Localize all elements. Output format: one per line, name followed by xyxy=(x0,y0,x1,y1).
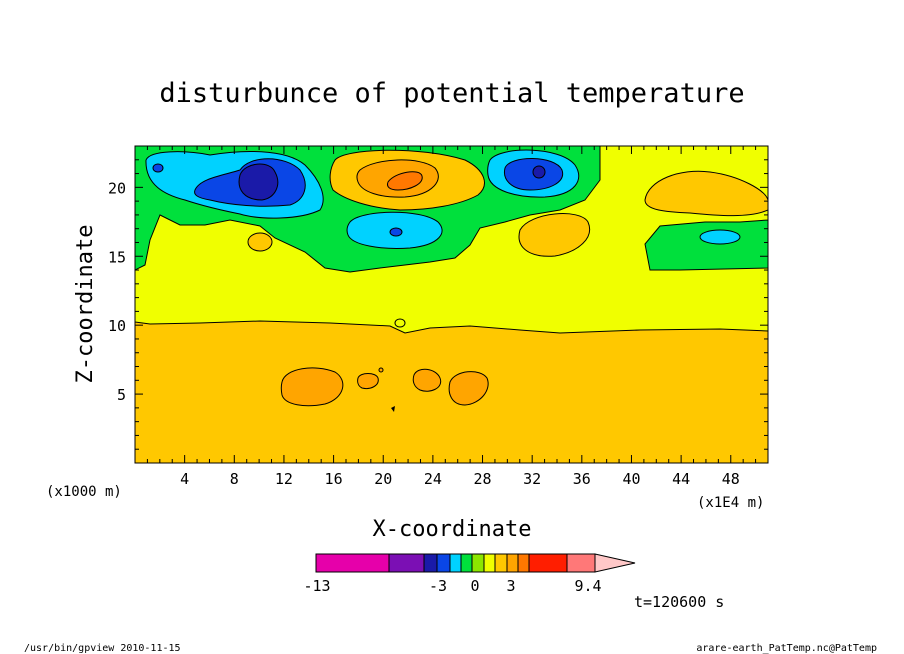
region-cold-right-core xyxy=(532,165,546,179)
region-lower-dot xyxy=(378,367,384,373)
region-cold-left-core xyxy=(238,163,279,201)
colorbar-tick-label: 9.4 xyxy=(574,577,601,595)
colorbar-cell xyxy=(483,553,496,573)
colorbar-cell xyxy=(494,553,508,573)
region-lower-mark xyxy=(391,406,395,412)
x-tick-label: 8 xyxy=(230,470,239,488)
colorbar-tick-label: -13 xyxy=(303,577,330,595)
time-label: t=120600 s xyxy=(634,593,724,611)
y-axis-title: Z-coordinate xyxy=(73,225,98,384)
x-tick-label: 48 xyxy=(722,470,740,488)
chart-title: disturbunce of potential temperature xyxy=(159,78,744,109)
colorbar-tick-label: -3 xyxy=(429,577,447,595)
region-small-dot xyxy=(394,318,406,328)
x-tick-label: 40 xyxy=(622,470,640,488)
y-tick-label: 15 xyxy=(108,248,126,266)
plot-area xyxy=(134,145,769,464)
y-tick-label: 5 xyxy=(117,386,126,404)
y-tick-label: 10 xyxy=(108,317,126,335)
x-tick-label: 32 xyxy=(523,470,541,488)
colorbar-cell xyxy=(506,553,519,573)
region-warm-small xyxy=(247,232,273,252)
colorbar-cell xyxy=(460,553,473,573)
y-tick-label: 20 xyxy=(108,179,126,197)
region-warm-right-mid xyxy=(518,213,591,257)
x-tick-label: 4 xyxy=(180,470,189,488)
colorbar-cell xyxy=(528,553,568,573)
x-tick-label: 24 xyxy=(424,470,442,488)
y-unit-label: (x1E4 m) xyxy=(697,495,764,511)
plot-frame xyxy=(134,145,769,464)
x-tick-label: 20 xyxy=(374,470,392,488)
x-tick-label: 12 xyxy=(275,470,293,488)
colorbar-tick-label: 0 xyxy=(470,577,479,595)
region-cold-mid-core xyxy=(389,227,403,237)
region-warm-center-core xyxy=(387,171,423,191)
colorbar-cell xyxy=(315,553,390,573)
x-axis-title: X-coordinate xyxy=(373,517,532,542)
x-tick-label: 16 xyxy=(325,470,343,488)
x-unit-label: (x1000 m) xyxy=(46,484,122,500)
y-axis: 5 10 15 20 xyxy=(108,145,768,464)
colorbar-cell xyxy=(423,553,438,573)
x-axis: 4 8 12 16 20 24 28 32 36 40 44 48 xyxy=(134,146,769,488)
region-lower-blob-1 xyxy=(280,367,344,407)
x-tick-label: 36 xyxy=(573,470,591,488)
colorbar-cell xyxy=(471,553,485,573)
x-tick-label: 28 xyxy=(473,470,491,488)
colorbar-cell xyxy=(566,553,596,573)
x-tick-label: 44 xyxy=(672,470,690,488)
colorbar: -13 -3 0 3 9.4 xyxy=(303,553,636,595)
region-lower-blob-2 xyxy=(357,373,379,389)
region-cold-far-right xyxy=(699,229,741,245)
footer-right: arare-earth_PatTemp.nc@PatTemp xyxy=(696,643,877,654)
colorbar-cell xyxy=(436,553,451,573)
region-cold-left-dot xyxy=(152,163,164,173)
colorbar-cell xyxy=(517,553,530,573)
colorbar-tick-label: 3 xyxy=(506,577,515,595)
colorbar-cell xyxy=(388,553,425,573)
colorbar-arrow xyxy=(594,553,636,573)
footer-left: /usr/bin/gpview 2010-11-15 xyxy=(24,643,181,654)
region-lower-blob-4 xyxy=(448,371,489,406)
region-lower-blob-3 xyxy=(412,368,442,392)
colorbar-cell xyxy=(449,553,462,573)
